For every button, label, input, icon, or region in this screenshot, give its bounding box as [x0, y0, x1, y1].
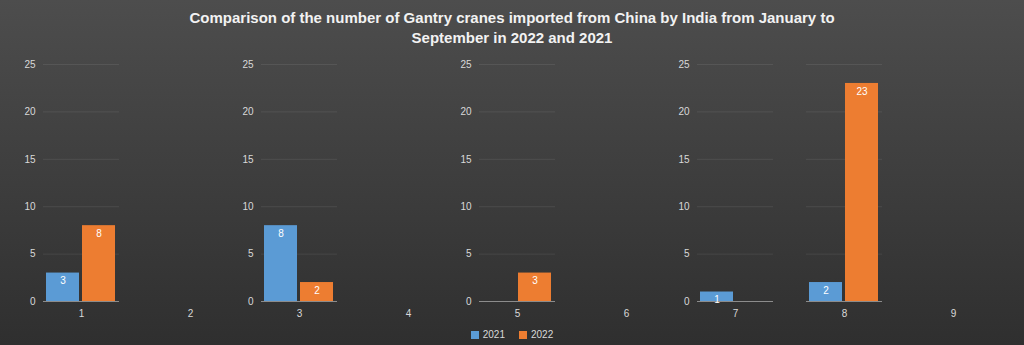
- html-text:2021: 2021: [482, 329, 505, 340]
- svg-text:20: 20: [24, 106, 36, 117]
- svg-text:25: 25: [460, 59, 472, 70]
- svg-text:8: 8: [842, 308, 848, 319]
- svg-text:15: 15: [678, 154, 690, 165]
- svg-text:1: 1: [79, 308, 85, 319]
- svg-text:5: 5: [684, 248, 690, 259]
- svg-text:0: 0: [30, 296, 36, 307]
- svg-text:15: 15: [242, 154, 254, 165]
- svg-text:5: 5: [515, 308, 521, 319]
- svg-text:3: 3: [60, 275, 66, 286]
- svg-text:0: 0: [466, 296, 472, 307]
- svg-text:8: 8: [96, 228, 102, 239]
- svg-text:8: 8: [278, 228, 284, 239]
- svg-text:15: 15: [460, 154, 472, 165]
- svg-text:9: 9: [951, 308, 957, 319]
- html-text:Comparison of the number of Ga: Comparison of the number of Gantry crane…: [189, 9, 835, 46]
- svg-text:1: 1: [714, 294, 720, 305]
- svg-text:25: 25: [242, 59, 254, 70]
- svg-text:20: 20: [242, 106, 254, 117]
- html-text:2022: 2022: [531, 329, 554, 340]
- svg-text:5: 5: [248, 248, 254, 259]
- svg-text:10: 10: [460, 201, 472, 212]
- svg-text:20: 20: [460, 106, 472, 117]
- svg-text:5: 5: [466, 248, 472, 259]
- svg-text:4: 4: [406, 308, 412, 319]
- svg-text:20: 20: [678, 106, 690, 117]
- svg-text:2: 2: [314, 285, 320, 296]
- svg-text:2: 2: [823, 285, 829, 296]
- svg-text:10: 10: [678, 201, 690, 212]
- svg-text:10: 10: [24, 201, 36, 212]
- svg-text:3: 3: [297, 308, 303, 319]
- svg-text:10: 10: [242, 201, 254, 212]
- svg-text:25: 25: [678, 59, 690, 70]
- svg-text:0: 0: [248, 296, 254, 307]
- svg-text:2: 2: [188, 308, 194, 319]
- svg-text:5: 5: [30, 248, 36, 259]
- svg-text:25: 25: [24, 59, 36, 70]
- svg-text:15: 15: [24, 154, 36, 165]
- svg-text:3: 3: [532, 275, 538, 286]
- svg-text:6: 6: [624, 308, 630, 319]
- svg-text:7: 7: [733, 308, 739, 319]
- svg-text:0: 0: [684, 296, 690, 307]
- svg-text:23: 23: [856, 86, 868, 97]
